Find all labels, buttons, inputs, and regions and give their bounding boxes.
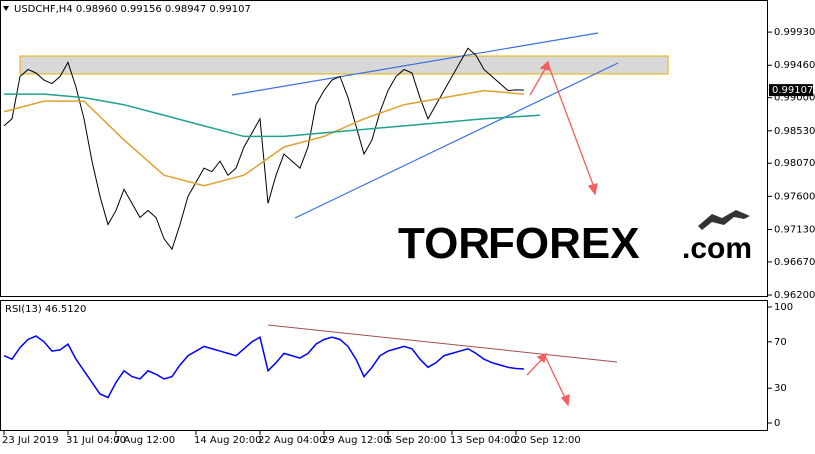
series-line <box>4 93 541 138</box>
rsi-arrow-heads <box>536 352 570 407</box>
x-tick-label: 22 Aug 04:00 <box>258 435 325 446</box>
y-tick-label: 0.99930 <box>774 27 815 38</box>
price-frame <box>0 0 768 297</box>
resistance-zone <box>19 55 669 75</box>
y-tick-label: 100 <box>774 302 793 313</box>
rsi-arrow <box>526 354 568 403</box>
y-tick-label: 0.98070 <box>774 158 815 169</box>
last-price-label: 0.99107 <box>772 85 813 96</box>
x-tick-label: 31 Jul 04:00 <box>66 435 126 446</box>
y-tick-label: 70 <box>774 337 787 348</box>
y-tick-label: 0.98530 <box>774 126 815 137</box>
y-tick-label: 0.97600 <box>774 191 815 202</box>
y-tick-label: 0.99000 <box>774 93 815 104</box>
rsi-frame <box>0 300 768 431</box>
x-tick-label: 20 Sep 12:00 <box>514 435 581 446</box>
bull-logo <box>698 210 750 230</box>
y-tick-label: 0.99460 <box>774 60 815 71</box>
y-tick-label: 0.96200 <box>774 290 815 301</box>
x-tick-label: 13 Sep 04:00 <box>450 435 517 446</box>
x-tick-label: 7 Aug 12:00 <box>114 435 175 446</box>
watermark-suffix: .com <box>682 232 752 265</box>
y-tick-label: 30 <box>774 383 787 394</box>
watermark-prefix: TOR <box>398 219 490 268</box>
last-price-box <box>769 84 813 97</box>
price-arrow <box>529 62 596 191</box>
lower-trendline <box>294 62 619 219</box>
y-tick-label: 0.97130 <box>774 224 815 235</box>
y-tick-label: 0.96670 <box>774 257 815 268</box>
price-arrow-heads <box>539 60 598 196</box>
x-tick-label: 29 Aug 12:00 <box>322 435 389 446</box>
trendlines <box>231 32 619 219</box>
y-tick-label: 0 <box>774 418 780 429</box>
title-icon <box>3 6 9 11</box>
upper-trendline <box>231 32 599 96</box>
x-tick-label: 5 Sep 20:00 <box>386 435 446 446</box>
price-title: USDCHF,H4 0.98960 0.99156 0.98947 0.9910… <box>14 4 251 15</box>
x-tick-label: 23 Jul 2019 <box>2 435 59 446</box>
forecast-arrows <box>526 60 598 407</box>
rsi-trendline <box>267 324 618 363</box>
series-line <box>3 335 525 399</box>
x-tick-label: 14 Aug 20:00 <box>194 435 261 446</box>
watermark-brand: FOREX <box>488 219 640 268</box>
series-line <box>3 89 525 187</box>
rsi-title: RSI(13) 46.5120 <box>5 304 86 315</box>
